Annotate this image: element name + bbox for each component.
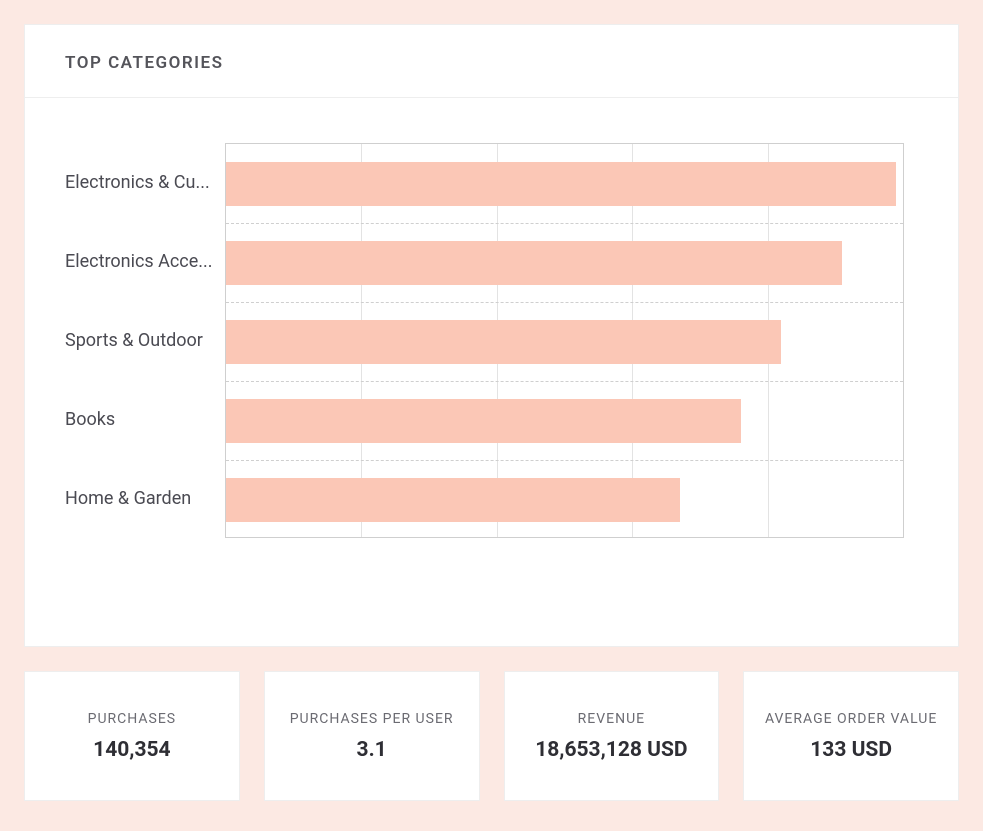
- chart-body: Electronics & Cu... Electronics Acce... …: [25, 98, 958, 639]
- top-categories-card: TOP CATEGORIES Electronics & Cu... Elect…: [24, 24, 959, 647]
- metric-value: 3.1: [357, 738, 387, 762]
- metric-purchases: PURCHASES 140,354: [24, 671, 240, 801]
- metric-value: 140,354: [93, 738, 170, 762]
- chart-plot-area: [225, 143, 904, 538]
- metric-value: 18,653,128 USD: [535, 738, 687, 762]
- metric-label: AVERAGE ORDER VALUE: [765, 710, 937, 728]
- chart-bar: [226, 162, 896, 206]
- metric-revenue: REVENUE 18,653,128 USD: [504, 671, 720, 801]
- metric-label: REVENUE: [578, 710, 645, 728]
- chart-title: TOP CATEGORIES: [65, 53, 918, 73]
- chart-hgrid: [226, 302, 903, 303]
- category-label: Electronics & Cu...: [65, 143, 225, 222]
- chart-bar: [226, 399, 741, 443]
- chart-hgrid: [226, 381, 903, 382]
- metric-value: 133 USD: [810, 738, 892, 762]
- metric-label: PURCHASES PER USER: [290, 710, 454, 728]
- category-label: Books: [65, 380, 225, 459]
- metric-purchases-per-user: PURCHASES PER USER 3.1: [264, 671, 480, 801]
- category-label: Electronics Acce...: [65, 222, 225, 301]
- chart-y-labels: Electronics & Cu... Electronics Acce... …: [65, 143, 225, 599]
- category-label: Home & Garden: [65, 459, 225, 538]
- chart-hgrid: [226, 460, 903, 461]
- chart-hgrid: [226, 223, 903, 224]
- metric-label: PURCHASES: [88, 710, 176, 728]
- metric-avg-order-value: AVERAGE ORDER VALUE 133 USD: [743, 671, 959, 801]
- chart-bar: [226, 241, 842, 285]
- chart-bar: [226, 320, 781, 364]
- metrics-row: PURCHASES 140,354 PURCHASES PER USER 3.1…: [24, 671, 959, 801]
- chart-header: TOP CATEGORIES: [25, 25, 958, 98]
- chart-bar: [226, 478, 680, 522]
- category-label: Sports & Outdoor: [65, 301, 225, 380]
